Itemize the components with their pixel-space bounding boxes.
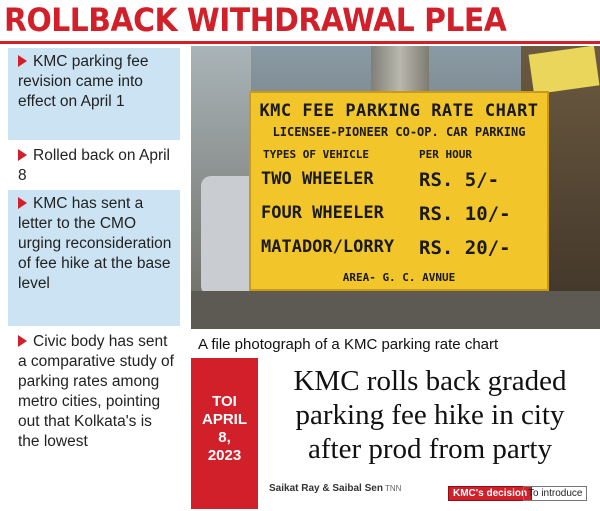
board-rate: RS. 20/- bbox=[419, 237, 511, 259]
bullet-item: KMC parking fee revision came into effec… bbox=[8, 48, 180, 140]
clipping-teaser: To introduce bbox=[523, 486, 588, 501]
board-types-header: TYPES OF VEHICLE bbox=[263, 148, 369, 161]
bullet-text: Rolled back on April 8 bbox=[18, 147, 170, 184]
dateline-box: TOI APRIL 8, 2023 bbox=[191, 358, 258, 509]
board-area: AREA- G. C. AVNUE bbox=[342, 271, 456, 284]
board-licensee: LICENSEE-PIONEER CO-OP. CAR PARKING bbox=[272, 125, 526, 139]
byline-authors: Saikat Ray & Saibal Sen bbox=[269, 483, 383, 494]
bullet-item: Rolled back on April 8 bbox=[8, 142, 180, 188]
dateline-year: 2023 bbox=[207, 447, 242, 464]
parking-rate-board: KMC FEE PARKING RATE CHART LICENSEE-PION… bbox=[249, 91, 549, 291]
dateline-month: APRIL bbox=[202, 411, 247, 428]
dateline-source: TOI bbox=[212, 393, 237, 410]
clipping-headline: KMC rolls back graded parking fee hike i… bbox=[293, 365, 567, 465]
bullet-arrow-icon bbox=[18, 149, 27, 161]
dateline-day: 8, bbox=[218, 429, 231, 446]
clipping-byline: Saikat Ray & Saibal Sen TNN bbox=[269, 483, 401, 494]
board-vehicle: FOUR WHEELER bbox=[261, 203, 384, 223]
byline-agency: TNN bbox=[384, 484, 402, 493]
bullet-item: KMC has sent a letter to the CMO urging … bbox=[8, 190, 180, 326]
board-vehicle: TWO WHEELER bbox=[261, 169, 374, 189]
parked-car bbox=[201, 176, 249, 296]
bullet-arrow-icon bbox=[18, 55, 27, 67]
bullet-arrow-icon bbox=[18, 197, 27, 209]
parking-photo: KMC FEE PARKING RATE CHART LICENSEE-PION… bbox=[191, 46, 600, 329]
bullet-arrow-icon bbox=[18, 335, 27, 347]
bullet-panel: KMC parking fee revision came into effec… bbox=[0, 44, 188, 511]
bullet-item: Civic body has sent a comparative study … bbox=[8, 328, 180, 508]
board-rate: RS. 5/- bbox=[419, 169, 500, 191]
photo-caption: A file photograph of a KMC parking rate … bbox=[198, 336, 499, 353]
board-rate-header: PER HOUR bbox=[419, 148, 472, 161]
board-title: KMC FEE PARKING RATE CHART bbox=[259, 101, 539, 121]
decision-badge: KMC's decision bbox=[448, 486, 533, 501]
street-ground bbox=[191, 291, 600, 329]
bullet-text: KMC has sent a letter to the CMO urging … bbox=[18, 195, 172, 292]
headline-rule bbox=[0, 41, 600, 44]
bullet-text: Civic body has sent a comparative study … bbox=[18, 333, 174, 450]
bullet-text: KMC parking fee revision came into effec… bbox=[18, 53, 149, 110]
board-rate: RS. 10/- bbox=[419, 203, 511, 225]
board-vehicle: MATADOR/LORRY bbox=[261, 237, 395, 257]
headline-title: ROLLBACK WITHDRAWAL PLEA bbox=[4, 1, 507, 39]
news-clipping: KMC rolls back graded parking fee hike i… bbox=[261, 358, 598, 509]
headline: ROLLBACK WITHDRAWAL PLEA bbox=[0, 0, 600, 41]
